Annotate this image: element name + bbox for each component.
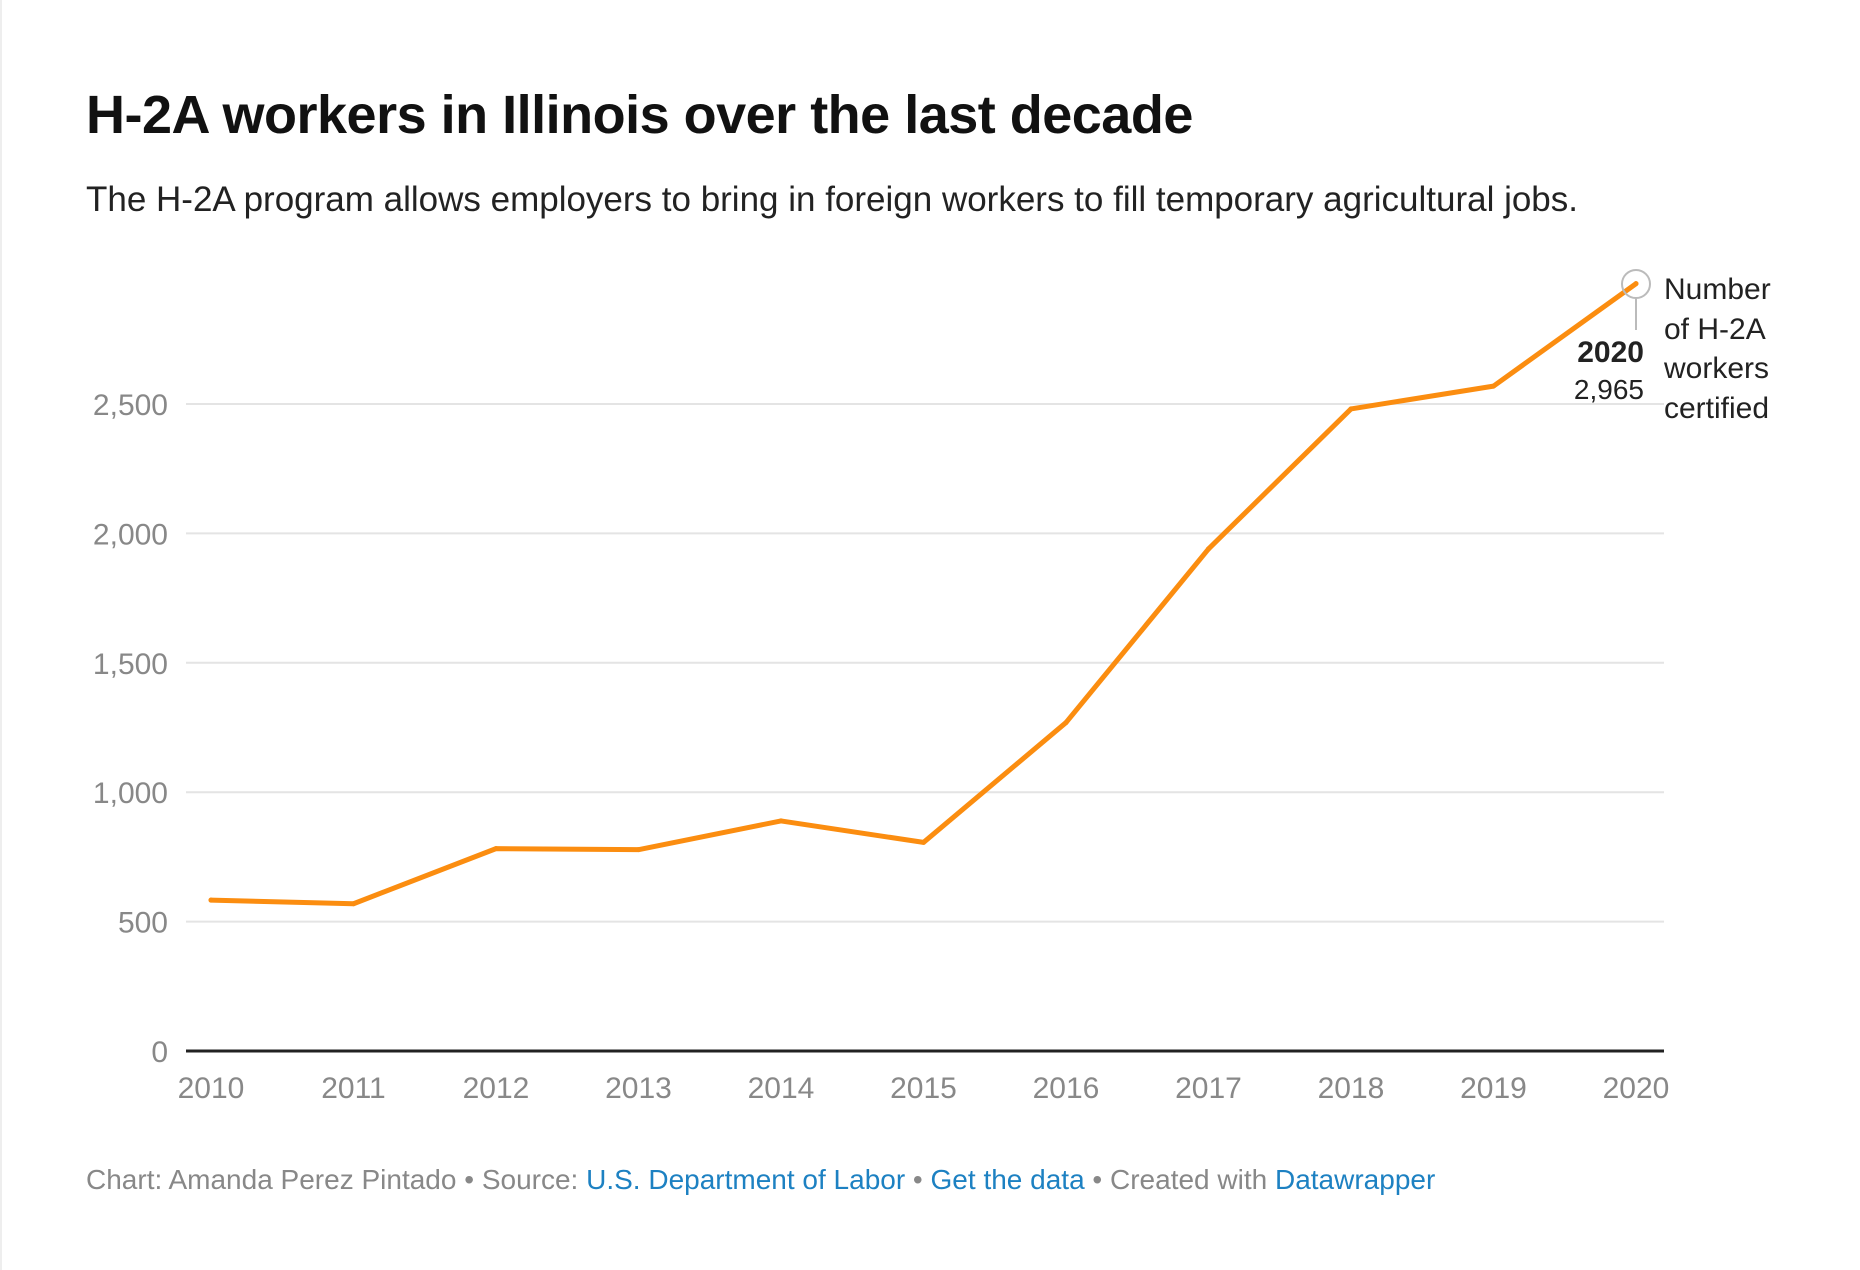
data-point bbox=[921, 839, 926, 845]
x-tick-label: 2013 bbox=[605, 1072, 672, 1105]
data-point bbox=[1063, 720, 1069, 726]
created-prefix: Created with bbox=[1110, 1164, 1275, 1195]
get-data-link[interactable]: Get the data bbox=[930, 1164, 1085, 1195]
separator: • bbox=[1084, 1164, 1111, 1195]
x-tick-label: 2017 bbox=[1175, 1072, 1242, 1105]
datawrapper-link[interactable]: Datawrapper bbox=[1274, 1164, 1436, 1195]
y-tick-label: 2,000 bbox=[93, 518, 168, 551]
source-link[interactable]: U.S. Department of Labor bbox=[586, 1164, 906, 1195]
data-point bbox=[208, 897, 214, 903]
x-tick-label: 2014 bbox=[748, 1072, 815, 1105]
y-tick-label: 1,500 bbox=[93, 648, 168, 681]
y-tick-label: 2,500 bbox=[93, 389, 168, 422]
data-point bbox=[1491, 383, 1496, 389]
annotation-circle bbox=[1621, 269, 1651, 299]
data-point bbox=[1206, 546, 1211, 552]
chart-credit: Chart: Amanda Perez Pintado bbox=[86, 1164, 457, 1195]
series-label-line: workers bbox=[1663, 352, 1769, 385]
x-tick-label: 2018 bbox=[1318, 1072, 1385, 1105]
frame-edge bbox=[0, 0, 2, 1270]
data-point bbox=[778, 818, 784, 824]
y-tick-label: 500 bbox=[118, 907, 168, 940]
data-point bbox=[636, 847, 641, 853]
chart-title: H-2A workers in Illinois over the last d… bbox=[86, 85, 1193, 145]
x-tick-label: 2015 bbox=[890, 1072, 957, 1105]
chart-footer: Chart: Amanda Perez Pintado • Source: U.… bbox=[86, 1164, 1435, 1196]
data-point bbox=[1633, 281, 1639, 287]
x-tick-label: 2019 bbox=[1460, 1072, 1527, 1105]
separator: • bbox=[456, 1164, 482, 1195]
data-point bbox=[1348, 406, 1354, 412]
series-label-line: certified bbox=[1664, 392, 1769, 425]
annotation-value: 2,965 bbox=[1574, 374, 1644, 405]
separator: • bbox=[905, 1164, 931, 1195]
annotation-year: 2020 bbox=[1577, 336, 1644, 369]
y-tick-label: 1,000 bbox=[93, 777, 168, 810]
x-tick-label: 2010 bbox=[178, 1072, 245, 1105]
y-tick-label: 0 bbox=[151, 1036, 168, 1069]
data-point bbox=[351, 901, 356, 907]
data-point bbox=[493, 846, 499, 852]
x-tick-label: 2020 bbox=[1603, 1072, 1670, 1105]
series-label-line: Number bbox=[1664, 273, 1771, 306]
x-tick-label: 2016 bbox=[1033, 1072, 1100, 1105]
series-label-line: of H-2A bbox=[1664, 313, 1766, 346]
series-line bbox=[208, 281, 1639, 907]
x-tick-label: 2011 bbox=[321, 1072, 386, 1105]
chart-subtitle: The H-2A program allows employers to bri… bbox=[86, 180, 1578, 219]
x-tick-label: 2012 bbox=[463, 1072, 530, 1105]
source-prefix: Source: bbox=[481, 1164, 587, 1195]
